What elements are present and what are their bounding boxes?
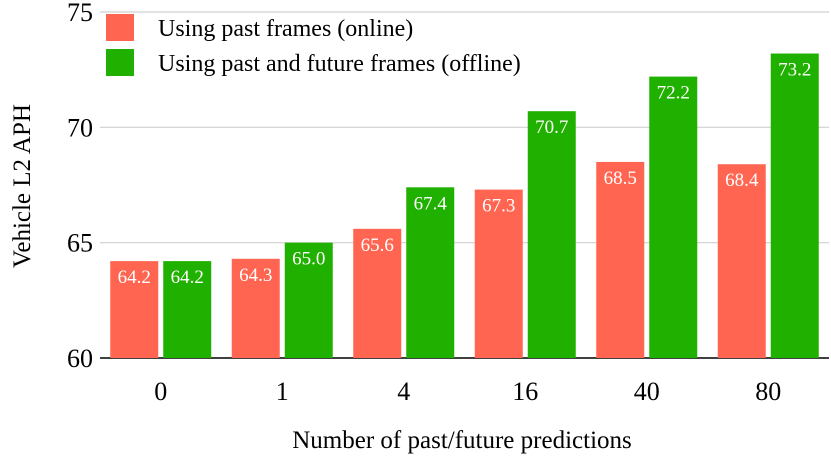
- x-tick-label: 40: [634, 377, 660, 406]
- bar: [596, 161, 645, 358]
- data-label: 67.3: [482, 196, 515, 217]
- bar: [717, 164, 766, 358]
- y-tick-label: 70: [67, 113, 93, 142]
- data-label: 68.4: [725, 170, 759, 191]
- y-tick-label: 75: [67, 0, 93, 27]
- x-tick-label: 0: [154, 377, 167, 406]
- x-tick-label: 4: [397, 377, 410, 406]
- bar: [110, 261, 159, 358]
- x-axis-label: Number of past/future predictions: [292, 427, 632, 454]
- x-tick-label: 16: [512, 377, 538, 406]
- y-axis-label: Vehicle L2 APH: [9, 104, 36, 268]
- legend-swatch: [106, 14, 134, 41]
- y-tick-label: 60: [67, 344, 93, 373]
- x-tick-label: 80: [755, 377, 781, 406]
- data-label: 65.0: [292, 249, 325, 270]
- data-label: 72.2: [657, 83, 690, 104]
- data-label: 73.2: [778, 60, 811, 81]
- data-label: 68.5: [604, 168, 637, 189]
- bar: [649, 76, 698, 358]
- legend-swatch: [106, 49, 134, 76]
- data-label: 64.2: [118, 267, 151, 288]
- bar: [527, 111, 576, 358]
- bar: [353, 228, 402, 358]
- data-label: 64.2: [171, 267, 204, 288]
- data-label: 64.3: [239, 265, 272, 286]
- bar: [406, 187, 455, 358]
- bar: [284, 242, 333, 358]
- data-label: 65.6: [361, 235, 394, 256]
- bar: [770, 53, 819, 359]
- legend-label: Using past and future frames (offline): [158, 51, 521, 77]
- legend-label: Using past frames (online): [158, 16, 413, 42]
- data-label: 67.4: [414, 193, 448, 214]
- bar: [474, 189, 523, 358]
- bar: [231, 258, 280, 358]
- x-tick-label: 1: [276, 377, 289, 406]
- y-tick-label: 65: [67, 229, 93, 258]
- bar: [163, 261, 212, 358]
- data-label: 70.7: [535, 117, 568, 138]
